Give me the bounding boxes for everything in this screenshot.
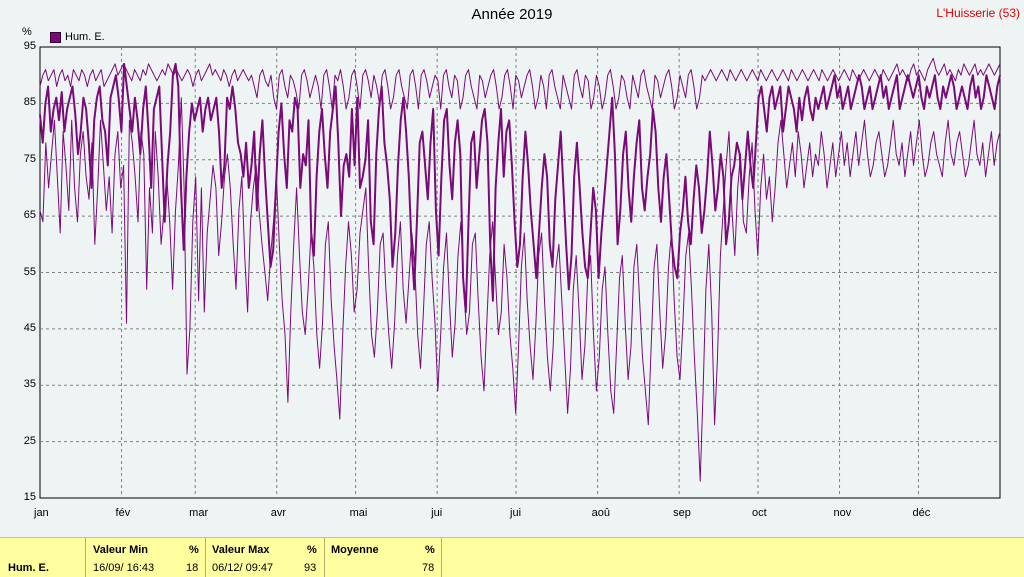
stats-min-header: Valeur Min [93,544,149,556]
y-tick-label: 85 [23,96,36,109]
y-tick-label: 65 [23,209,36,222]
x-tick-label: avr [270,507,286,519]
stats-max-value: 93 [304,562,317,574]
y-tick-label: 55 [23,265,36,278]
station-name: L'Huisserie (53) [936,6,1020,20]
x-tick-label: jan [34,507,49,519]
stats-panel: Hum. E. Valeur Min % 16/09/ 16:43 18 Val… [0,537,1024,577]
x-tick-label: jui [431,507,443,519]
stats-min-value: 18 [186,562,199,574]
x-tick-label: jui [510,507,522,519]
x-tick-label: déc [912,507,931,519]
x-tick-label: nov [833,507,852,519]
stats-avg-unit: % [425,544,435,556]
stats-avg-value: 78 [422,562,435,574]
legend-swatch [50,31,61,43]
humidity-chart [39,46,1001,499]
stats-divider [441,538,442,577]
y-tick-label: 95 [23,40,36,52]
x-tick-label: fév [115,507,131,519]
x-tick-label: sep [673,507,691,519]
stats-divider [205,538,206,577]
y-tick-label: 75 [23,152,36,165]
stats-max-unit: % [307,544,317,556]
stats-divider [324,538,325,577]
y-tick-label: 15 [23,491,36,503]
series-line-minimum [39,97,1001,482]
chart-legend: Hum. E. [50,31,105,43]
x-tick-label: oct [752,507,767,519]
series-line-average [39,62,1001,313]
y-unit-label: % [22,26,32,38]
chart-title: Année 2019 [471,6,553,23]
stats-max-header: Valeur Max [212,544,270,556]
stats-min-unit: % [189,544,199,556]
series-line-maximum [39,57,1001,110]
stats-series-label: Hum. E. [8,562,49,574]
x-tick-label: mar [189,507,209,519]
y-tick-label: 25 [23,434,36,447]
stats-divider [85,538,86,577]
legend-label: Hum. E. [65,31,105,43]
y-tick-label: 45 [23,321,36,334]
stats-min-datetime: 16/09/ 16:43 [93,562,155,574]
stats-avg-header: Moyenne [331,544,379,556]
y-tick-label: 35 [23,378,36,391]
stats-max-datetime: 06/12/ 09:47 [212,562,274,574]
x-tick-label: aoû [591,507,610,519]
x-tick-label: mai [349,507,368,519]
